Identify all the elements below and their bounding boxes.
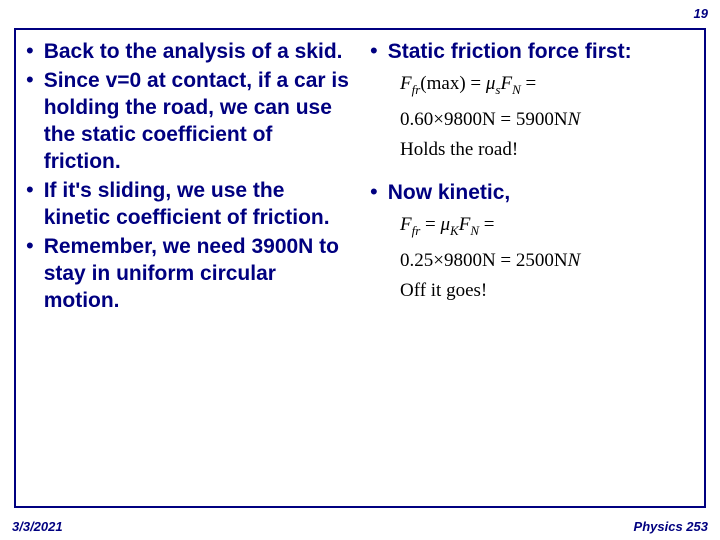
right-bullet-list: • Static friction force first:	[370, 38, 698, 65]
left-bullet-list: • Back to the analysis of a skid. • Sinc…	[26, 38, 354, 314]
bullet-icon: •	[26, 177, 34, 203]
slide-frame: • Back to the analysis of a skid. • Sinc…	[14, 28, 706, 508]
equation-line: Holds the road!	[400, 135, 698, 165]
equation-line: Ffr = μKFN =	[400, 210, 698, 246]
equation-line: Off it goes!	[400, 276, 698, 306]
list-item: • If it's sliding, we use the kinetic co…	[26, 177, 354, 231]
bullet-icon: •	[370, 38, 378, 64]
bullet-icon: •	[26, 38, 34, 64]
bullet-text: Now kinetic,	[388, 179, 511, 206]
bullet-icon: •	[370, 179, 378, 205]
equation-line: 0.25×9800N = 2500NN	[400, 246, 698, 276]
static-friction-equations: Ffr(max) = μsFN = 0.60×9800N = 5900NN Ho…	[370, 69, 698, 165]
right-column: • Static friction force first: Ffr(max) …	[360, 30, 704, 506]
equation-line: 0.60×9800N = 5900NN	[400, 105, 698, 135]
bullet-text: If it's sliding, we use the kinetic coef…	[44, 177, 354, 231]
footer-date: 3/3/2021	[12, 519, 63, 534]
left-column: • Back to the analysis of a skid. • Sinc…	[16, 30, 360, 506]
kinetic-friction-equations: Ffr = μKFN = 0.25×9800N = 2500NN Off it …	[370, 210, 698, 306]
bullet-text: Since v=0 at contact, if a car is holdin…	[44, 67, 354, 175]
list-item: • Since v=0 at contact, if a car is hold…	[26, 67, 354, 175]
bullet-text: Static friction force first:	[388, 38, 632, 65]
list-item: • Back to the analysis of a skid.	[26, 38, 354, 65]
bullet-text: Remember, we need 3900N to stay in unifo…	[44, 233, 354, 314]
right-bullet-list-2: • Now kinetic,	[370, 179, 698, 206]
equation-line: Ffr(max) = μsFN =	[400, 69, 698, 105]
list-item: • Remember, we need 3900N to stay in uni…	[26, 233, 354, 314]
bullet-text: Back to the analysis of a skid.	[44, 38, 343, 65]
list-item: • Now kinetic,	[370, 179, 698, 206]
bullet-icon: •	[26, 233, 34, 259]
list-item: • Static friction force first:	[370, 38, 698, 65]
page-number: 19	[694, 6, 708, 21]
footer-course: Physics 253	[634, 519, 708, 534]
bullet-icon: •	[26, 67, 34, 93]
